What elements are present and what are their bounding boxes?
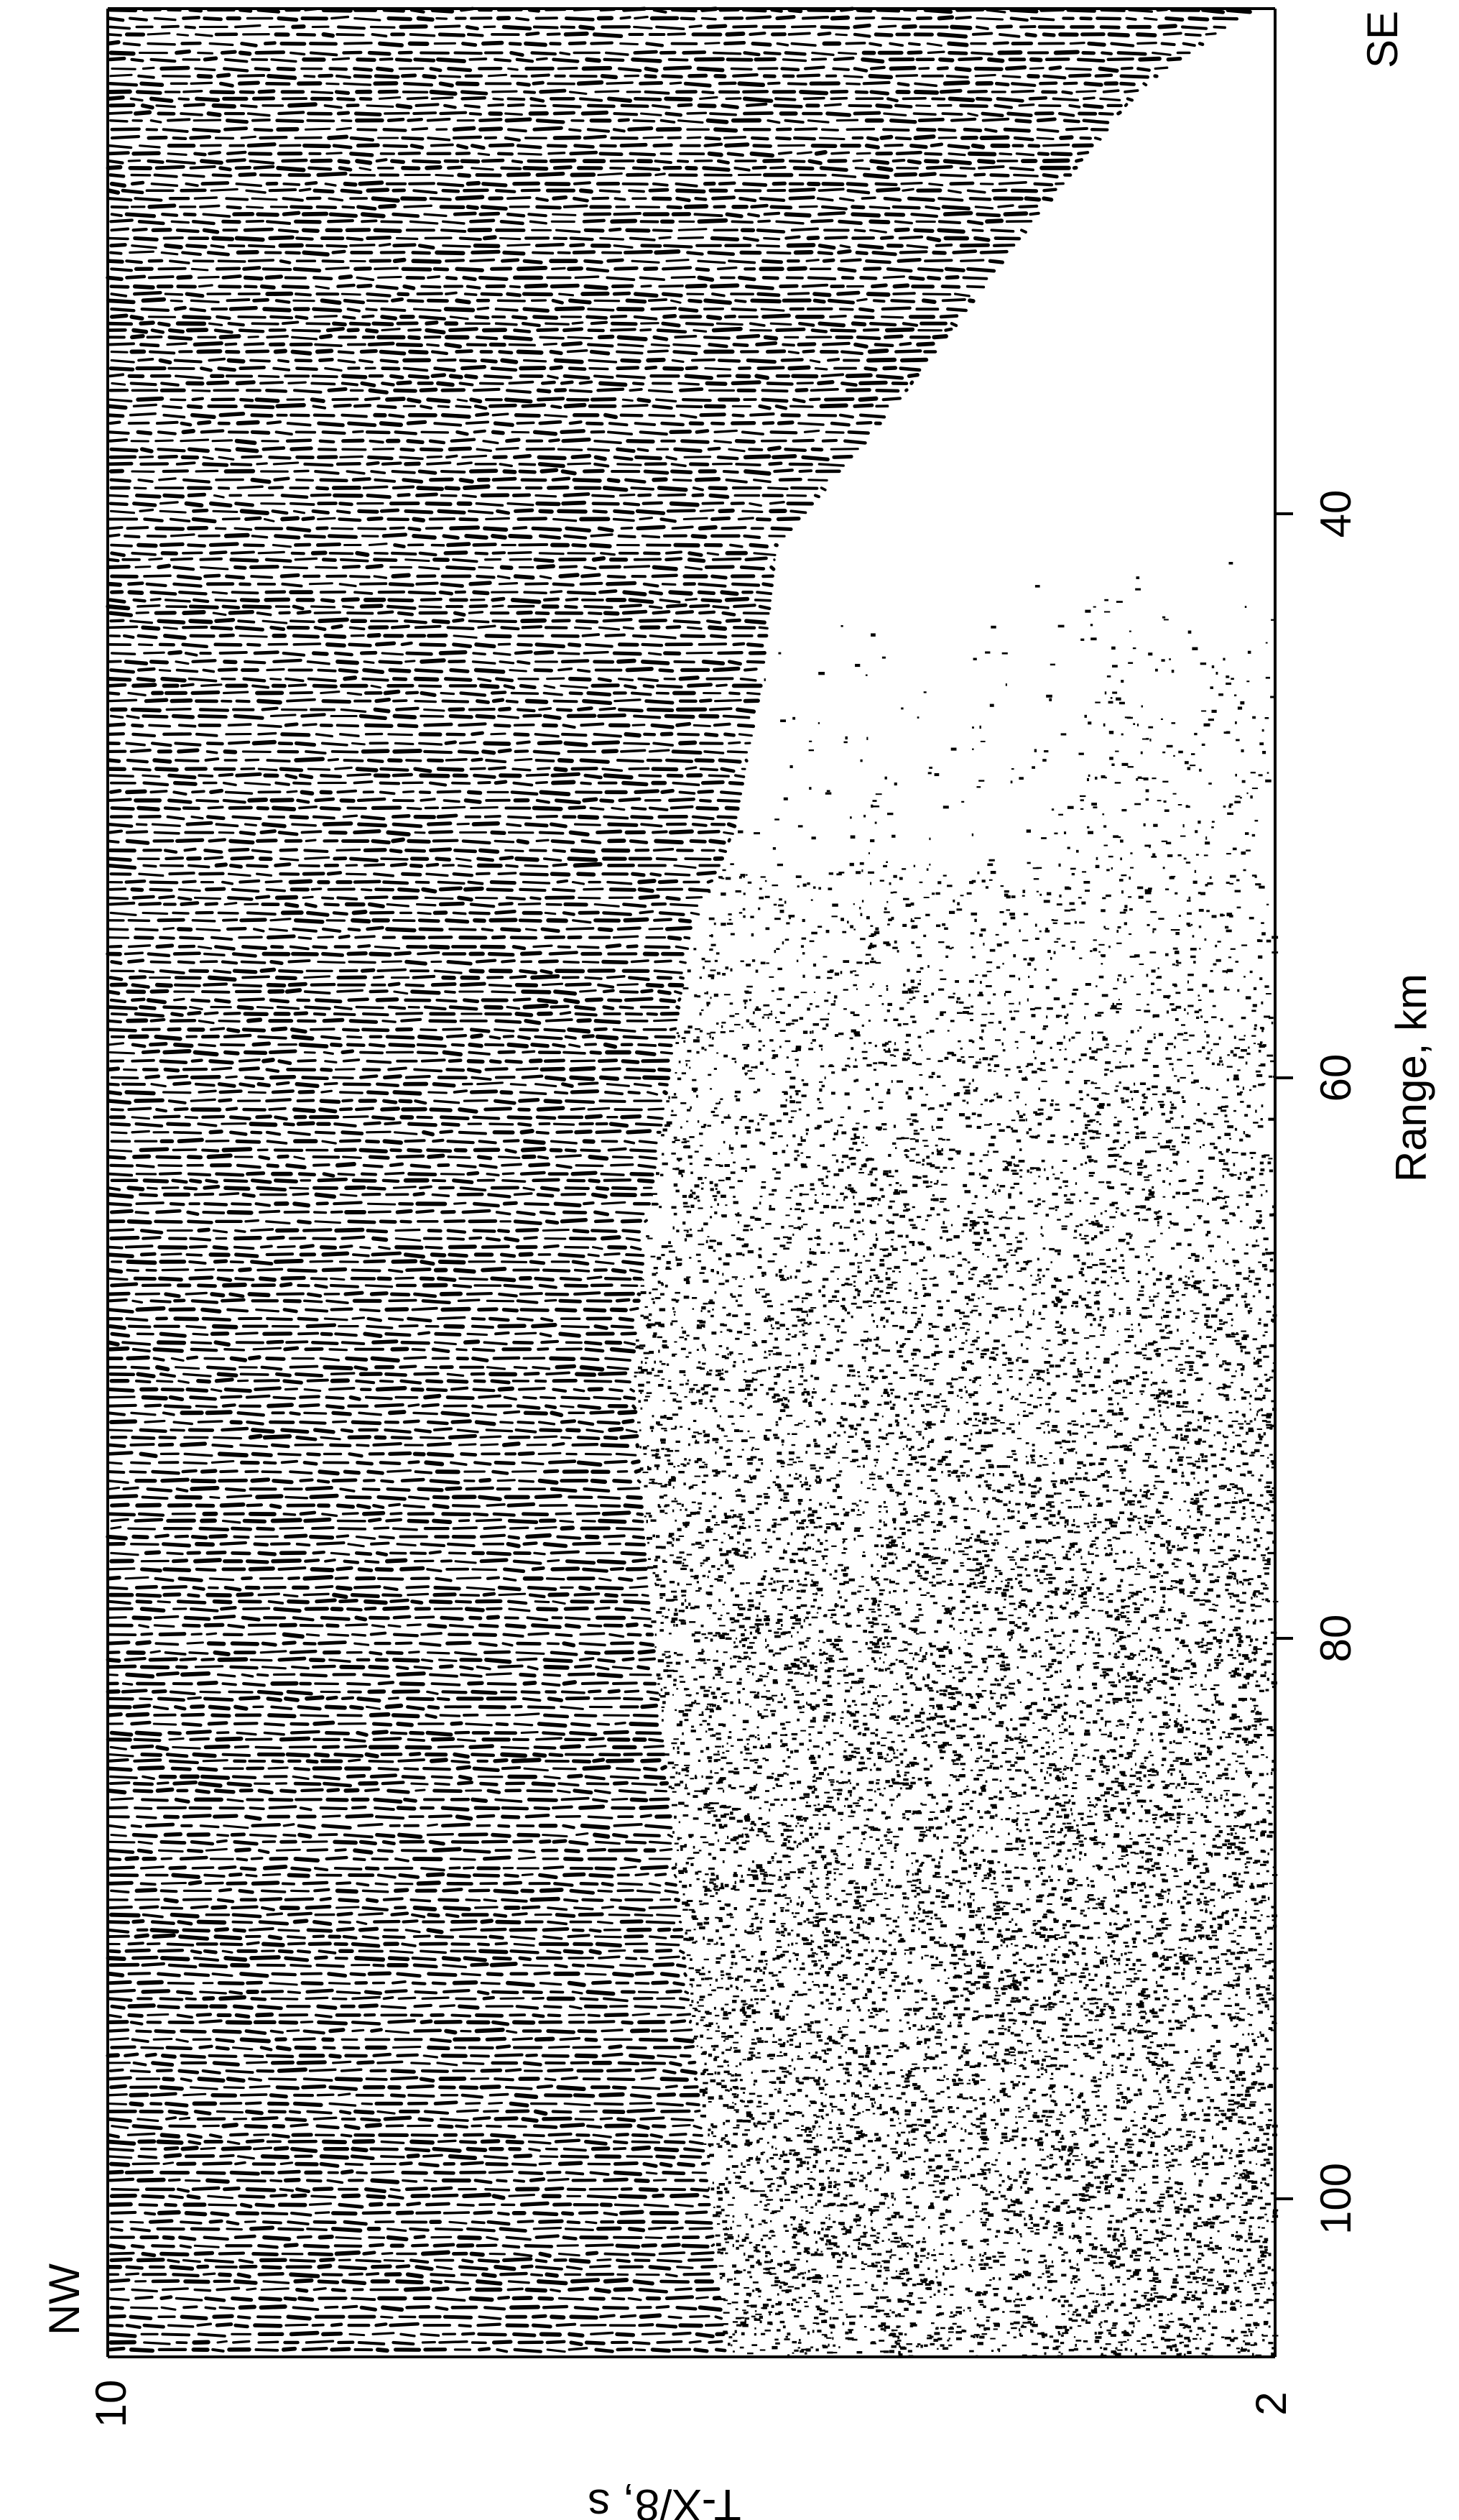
- range-tick-label-40: 40: [1312, 490, 1360, 538]
- direction-label-se: SE: [1358, 11, 1407, 68]
- time-axis-title: T-X/8, s: [588, 2480, 741, 2520]
- range-axis-title: Range, km: [1387, 974, 1435, 1182]
- direction-label-nw: NW: [40, 2263, 88, 2335]
- range-tick-label-80: 80: [1312, 1615, 1360, 1663]
- time-tick-label-2: 2: [1247, 2391, 1295, 2415]
- seismic-traces: [106, 6, 1279, 2358]
- range-tick-label-60: 60: [1312, 1054, 1360, 1102]
- range-tick-label-100: 100: [1312, 2163, 1360, 2235]
- time-tick-label-10: 10: [87, 2380, 135, 2428]
